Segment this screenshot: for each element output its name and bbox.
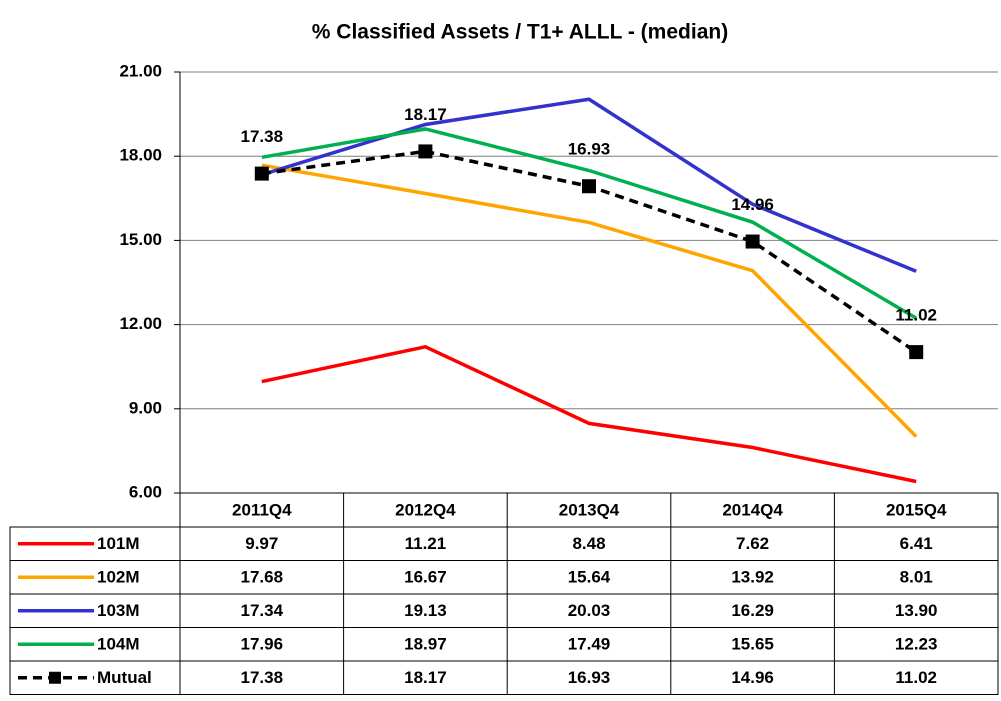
data-label: 18.17 xyxy=(404,105,447,124)
data-label: 11.02 xyxy=(895,306,937,325)
legend-label: 101M xyxy=(97,534,140,553)
table-cell: 17.68 xyxy=(241,568,284,587)
table-cell: 16.67 xyxy=(404,568,447,587)
table-cell: 13.92 xyxy=(731,568,774,587)
table-cell: 8.01 xyxy=(900,568,933,587)
y-tick-label: 21.00 xyxy=(119,61,162,80)
data-table xyxy=(9,526,999,695)
table-cell: 16.93 xyxy=(568,668,611,687)
y-tick-label: 12.00 xyxy=(119,314,162,333)
data-label: 17.38 xyxy=(241,127,284,146)
x-tick-label: 2014Q4 xyxy=(722,500,783,519)
x-tick-label: 2015Q4 xyxy=(886,500,947,519)
y-tick-label: 9.00 xyxy=(129,398,162,417)
table-cell: 15.64 xyxy=(568,568,611,587)
data-label: 14.96 xyxy=(731,195,774,214)
table-cell: 11.21 xyxy=(405,534,447,553)
table-cell: 13.90 xyxy=(895,601,938,620)
table-cell: 14.96 xyxy=(731,668,774,687)
point-marker xyxy=(909,345,924,360)
table-cell: 20.03 xyxy=(568,601,611,620)
table-cell: 16.29 xyxy=(731,601,774,620)
x-tick-label: 2011Q4 xyxy=(232,500,292,519)
table-cell: 11.02 xyxy=(895,668,937,687)
table-cell: 9.97 xyxy=(245,534,278,553)
table-cell: 17.34 xyxy=(241,601,284,620)
series-line xyxy=(261,127,918,320)
point-marker xyxy=(254,166,269,181)
table-cell: 17.38 xyxy=(241,668,284,687)
table-cell: 19.13 xyxy=(404,601,447,620)
series-line xyxy=(261,344,917,484)
table-cell: 18.17 xyxy=(404,668,447,687)
y-tick-label: 6.00 xyxy=(129,482,162,501)
x-tick-label: 2013Q4 xyxy=(559,500,620,519)
table-cell: 18.97 xyxy=(404,635,447,654)
series-line xyxy=(261,163,918,438)
x-tick-label: 2012Q4 xyxy=(395,500,456,519)
legend-label: Mutual xyxy=(97,668,152,687)
point-marker xyxy=(582,179,596,194)
table-cell: 6.41 xyxy=(900,534,933,553)
table-cell: 12.23 xyxy=(895,635,938,654)
table-cell: 17.96 xyxy=(241,635,284,654)
y-tick-label: 18.00 xyxy=(119,146,162,165)
table-cell: 15.65 xyxy=(731,635,774,654)
table-cell: 7.62 xyxy=(736,534,769,553)
table-cell: 8.48 xyxy=(572,534,605,553)
point-marker xyxy=(745,234,760,249)
table-cell: 17.49 xyxy=(568,635,611,654)
legend-marker xyxy=(49,671,61,684)
y-tick-label: 15.00 xyxy=(119,230,162,249)
series-line xyxy=(261,97,917,273)
legend-label: 103M xyxy=(97,601,140,620)
point-marker xyxy=(418,144,433,159)
legend-label: 102M xyxy=(97,568,140,587)
legend-label: 104M xyxy=(97,635,140,654)
data-label: 16.93 xyxy=(568,140,611,159)
chart-title: % Classified Assets / T1+ ALLL - (median… xyxy=(312,21,728,44)
